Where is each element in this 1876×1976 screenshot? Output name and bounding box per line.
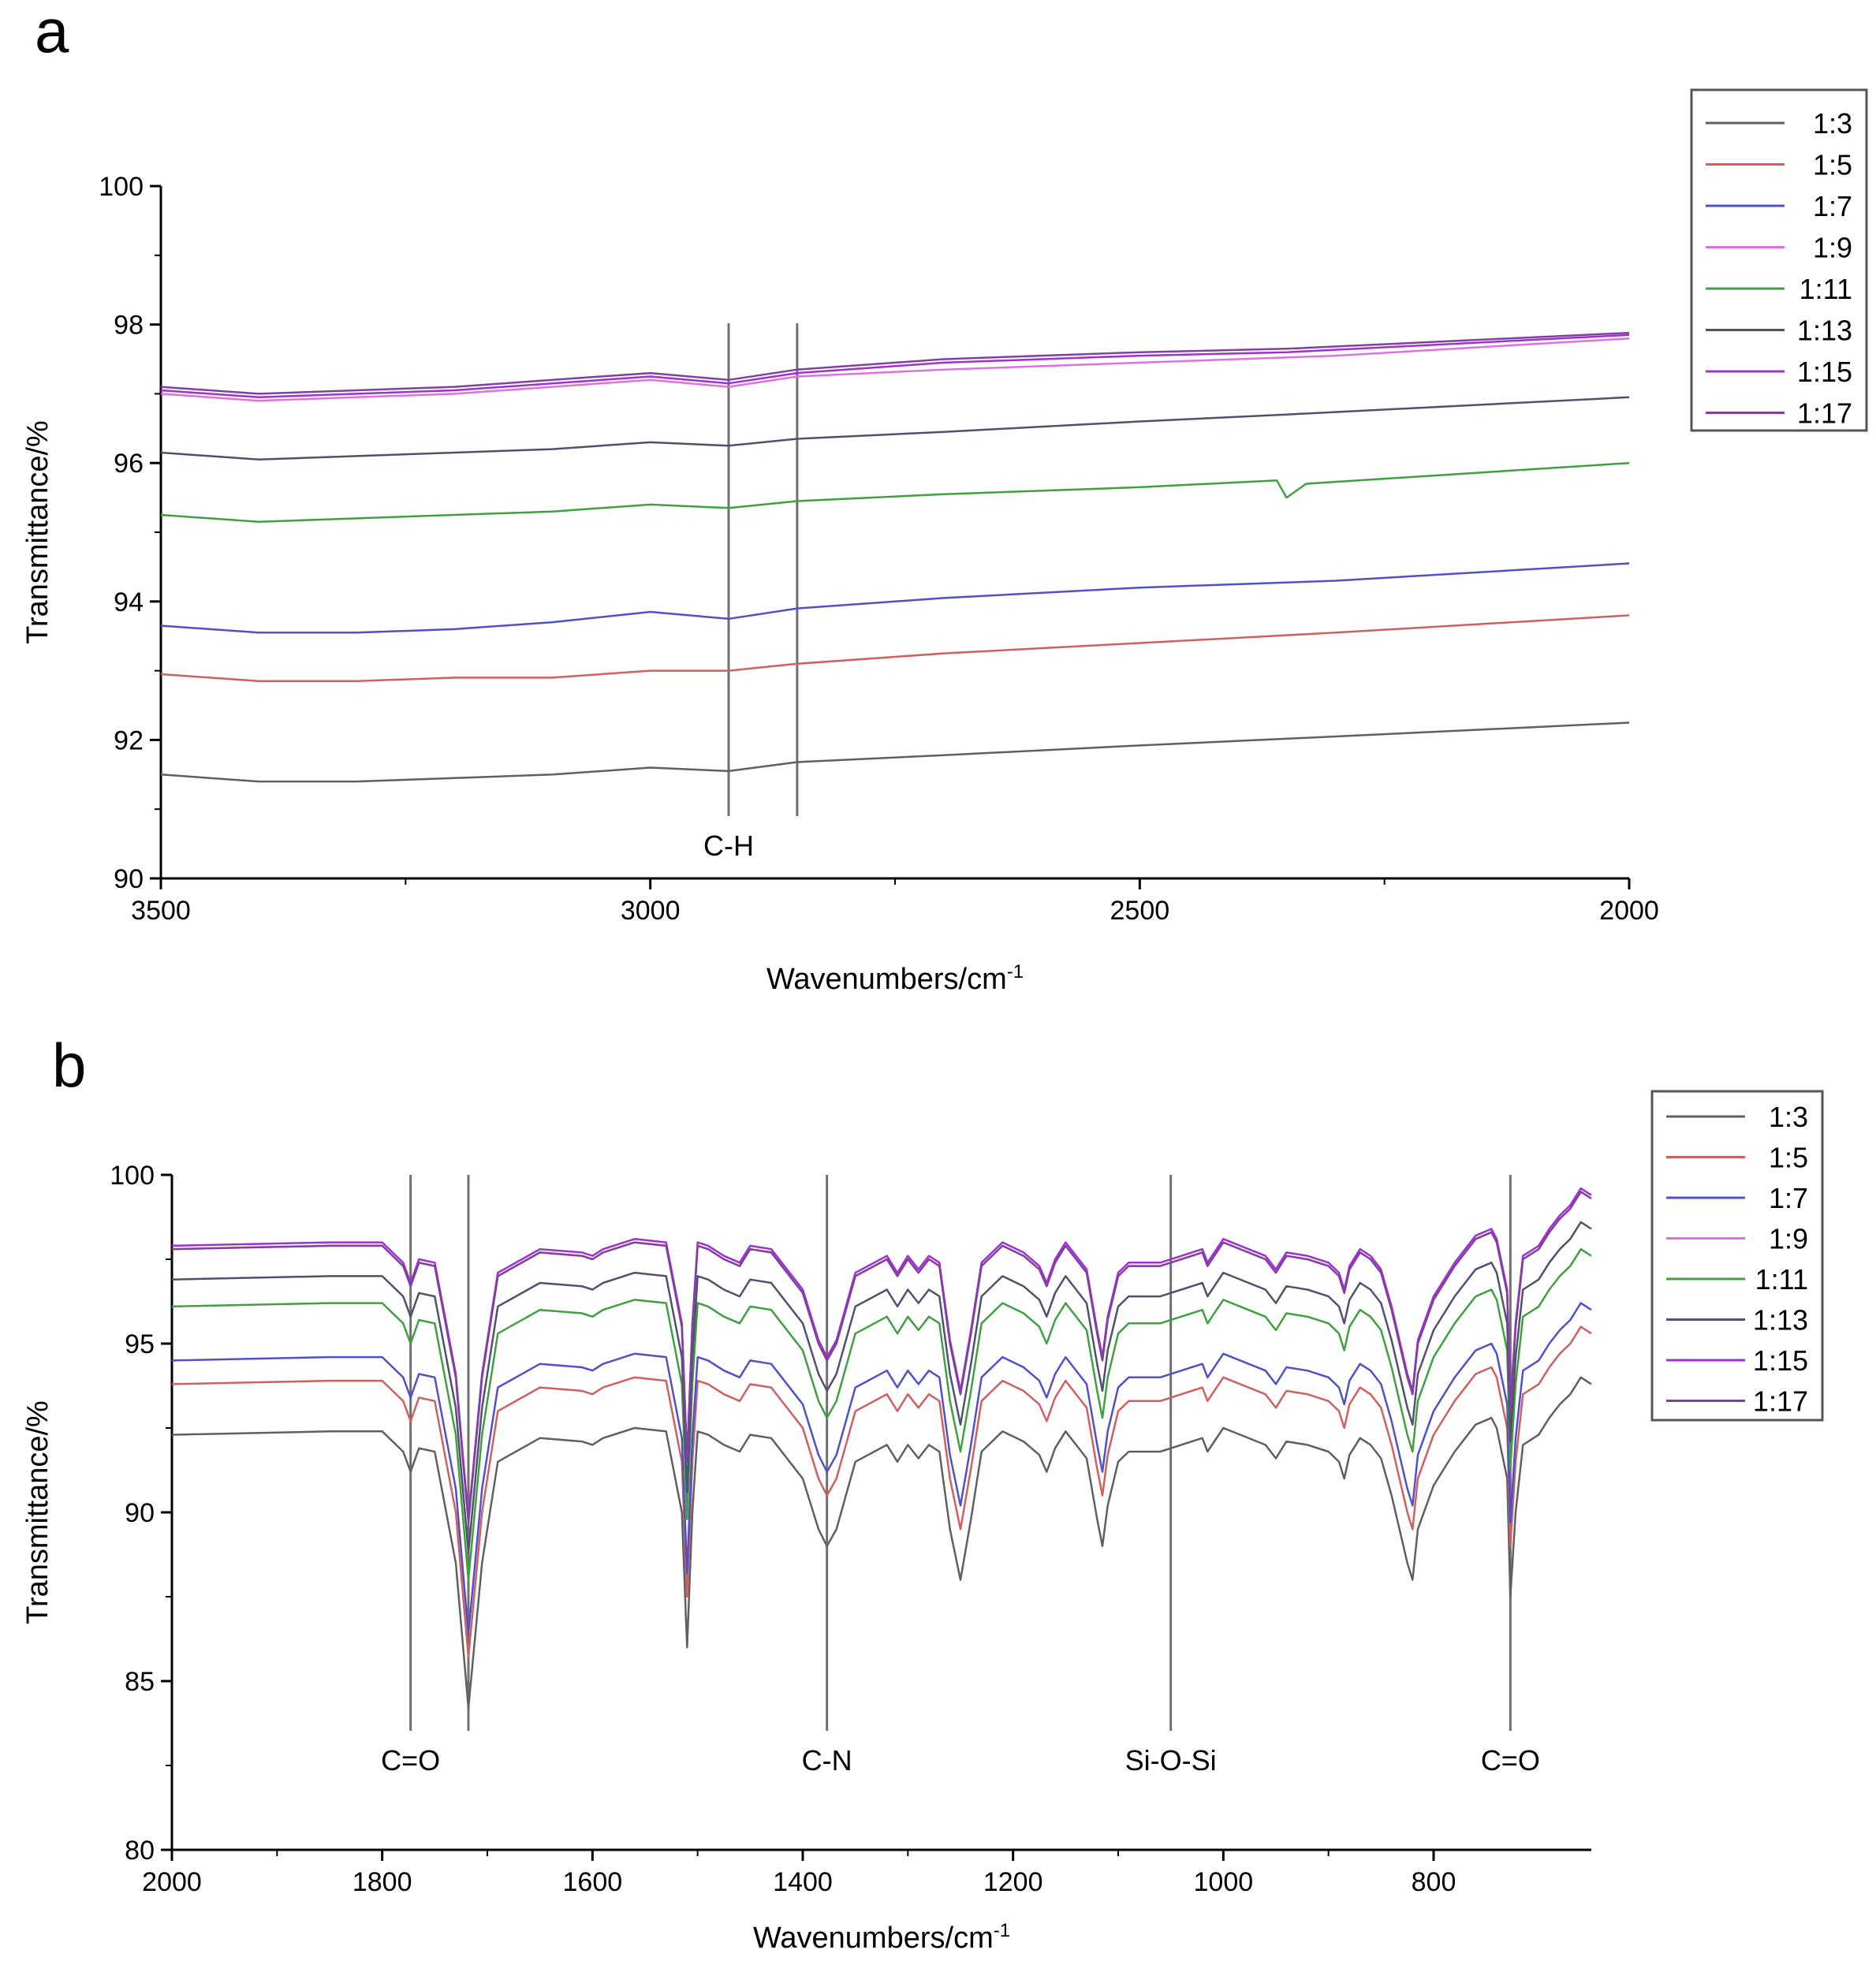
series-line-1-5: [171, 1325, 1592, 1659]
x-tick-label: 2000: [142, 1867, 202, 1897]
legend-label: 1:5: [1769, 1142, 1808, 1174]
x-tick-label: 1800: [352, 1867, 412, 1897]
panel-label-b: b: [52, 1031, 87, 1100]
x-tick-label: 1400: [773, 1867, 833, 1897]
legend-label: 1:15: [1753, 1344, 1808, 1377]
y-axis-title: Transmittance/%: [21, 420, 54, 644]
y-tick-label: 90: [114, 864, 144, 894]
chart-a: 90 92 94 96 98 100 3500 3000 2500 2000 Wavenumbers…: [21, 88, 1868, 996]
y-tick-label: 98: [114, 311, 144, 341]
y-axis-title: Transmittance/%: [21, 1400, 54, 1624]
legend-label: 1:17: [1753, 1385, 1808, 1418]
legend-label: 1:3: [1813, 107, 1852, 140]
x-tick-label: 1000: [1194, 1867, 1254, 1897]
y-tick-label: 85: [125, 1667, 155, 1697]
y-tick-label: 90: [125, 1498, 155, 1528]
series-line-1-13: [171, 1221, 1592, 1554]
y-tick-label: 95: [125, 1329, 155, 1359]
series-line-1-3: [171, 1376, 1592, 1709]
y-tick-label: 92: [114, 725, 144, 755]
x-axis-title: Wavenumbers/cm-1: [753, 1920, 1010, 1955]
x-tick-label: 800: [1412, 1867, 1456, 1897]
peak-annotation: Si-O-Si: [1125, 1744, 1217, 1777]
x-tick-label: 1600: [563, 1867, 623, 1897]
legend-box: [1690, 88, 1868, 432]
y-tick-label: 96: [114, 449, 144, 479]
legend-label: 1:9: [1769, 1223, 1808, 1255]
peak-annotation: C-N: [802, 1744, 852, 1777]
legend-box: [1650, 1090, 1824, 1422]
legend-label: 1:11: [1800, 273, 1852, 305]
x-tick-label: 3500: [131, 896, 191, 926]
legend-label: 1:17: [1797, 397, 1852, 430]
series-line-1-17: [171, 1191, 1592, 1524]
peak-annotation: C=O: [381, 1744, 440, 1777]
chart-b: 80 85 90 95 100 2000 1800 1600 1400 1200 1000 800 Wa…: [21, 1090, 1824, 1955]
series-line-1-9: [171, 1191, 1592, 1524]
x-tick-label: 2000: [1599, 896, 1659, 926]
y-tick-label: 94: [114, 587, 144, 617]
series-line-1-17: [160, 331, 1630, 395]
legend-label: 1:13: [1753, 1304, 1808, 1337]
x-axis-title: Wavenumbers/cm-1: [766, 961, 1024, 996]
series-line-1-5: [160, 614, 1630, 683]
legend-label: 1:3: [1769, 1101, 1808, 1133]
series-line-1-7: [171, 1302, 1592, 1635]
legend-label: 1:7: [1813, 190, 1852, 222]
peak-annotation: C-H: [703, 830, 754, 862]
y-tick-label: 100: [99, 172, 144, 202]
y-tick-label: 100: [110, 1161, 155, 1191]
y-tick-label: 80: [125, 1836, 155, 1866]
series-line-1-13: [160, 396, 1630, 461]
legend-label: 1:7: [1769, 1182, 1808, 1214]
series-line-1-9: [160, 337, 1630, 402]
legend-label: 1:9: [1813, 232, 1852, 264]
series-line-1-7: [160, 562, 1630, 634]
legend-label: 1:11: [1755, 1263, 1808, 1296]
legend-label: 1:5: [1813, 149, 1852, 181]
series-line-1-3: [160, 721, 1630, 783]
x-tick-label: 2500: [1110, 896, 1170, 926]
series-line-1-15: [160, 334, 1630, 399]
x-tick-label: 1200: [983, 1867, 1043, 1897]
series-line-1-11: [160, 461, 1630, 524]
x-tick-label: 3000: [621, 896, 681, 926]
peak-annotation: C=O: [1481, 1744, 1540, 1777]
panel-label-a: a: [35, 0, 69, 65]
legend-label: 1:15: [1797, 356, 1852, 388]
legend-label: 1:13: [1797, 315, 1852, 347]
series-line-1-15: [171, 1187, 1592, 1520]
series-line-1-11: [171, 1247, 1592, 1581]
